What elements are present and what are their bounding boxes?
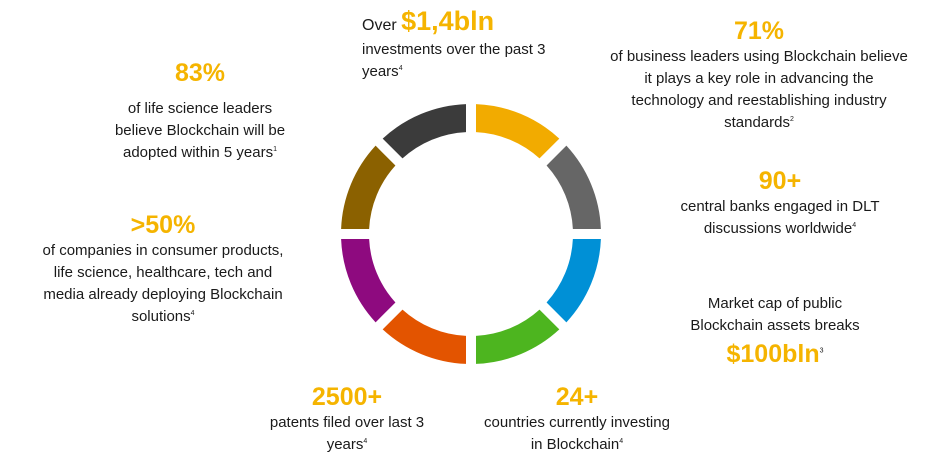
ring-segment-dark-gray	[382, 104, 467, 159]
life-science-value: 83%	[174, 59, 226, 87]
business-leaders-value: 71%	[733, 17, 785, 45]
stat-life-science: 83% of life science leaders believe Bloc…	[80, 58, 320, 164]
stat-countries: 24+ countries currently investing in Blo…	[462, 382, 692, 456]
stat-business-leaders: 71% of business leaders using Blockchain…	[604, 16, 914, 134]
ring-segment-orange	[382, 309, 467, 364]
footnote-ref: 1	[273, 146, 277, 153]
ring-segment-purple	[341, 238, 396, 323]
footnote-ref: 4	[363, 438, 368, 445]
central-banks-value: 90+	[758, 167, 802, 195]
countries-value: 24+	[555, 383, 599, 411]
footnote-ref: 4	[852, 222, 857, 229]
ring-segment-yellow	[475, 104, 560, 159]
stat-central-banks: 90+ central banks engaged in DLT discuss…	[655, 166, 905, 240]
ring-segment-brown	[341, 145, 396, 230]
footnote-ref: 2	[789, 116, 794, 123]
stat-companies: >50% of companies in consumer products, …	[10, 210, 316, 328]
investments-value: $1,4bln	[401, 6, 495, 36]
footnote-ref: 4	[619, 438, 624, 445]
stat-patents: 2500+ patents filed over last 3 years4	[222, 382, 472, 456]
market-cap-value: $100bln	[726, 340, 820, 368]
footnote-ref: 4	[398, 65, 403, 72]
investments-text: investments over the past 3 years4	[362, 41, 546, 80]
footnote-ref: 3	[819, 347, 824, 355]
stat-market-cap: Market cap of public Blockchain assets b…	[690, 295, 860, 368]
patents-value: 2500+	[311, 383, 383, 411]
stat-investments: Over $1,4bln investments over the past 3…	[362, 8, 622, 83]
companies-value: >50%	[130, 211, 196, 239]
footnote-ref: 4	[190, 310, 195, 317]
investments-prefix: Over	[362, 17, 402, 34]
ring-segment-gray	[546, 145, 601, 230]
ring-segment-green	[475, 309, 560, 364]
ring-segment-blue	[546, 238, 601, 323]
segmented-ring	[341, 104, 601, 364]
